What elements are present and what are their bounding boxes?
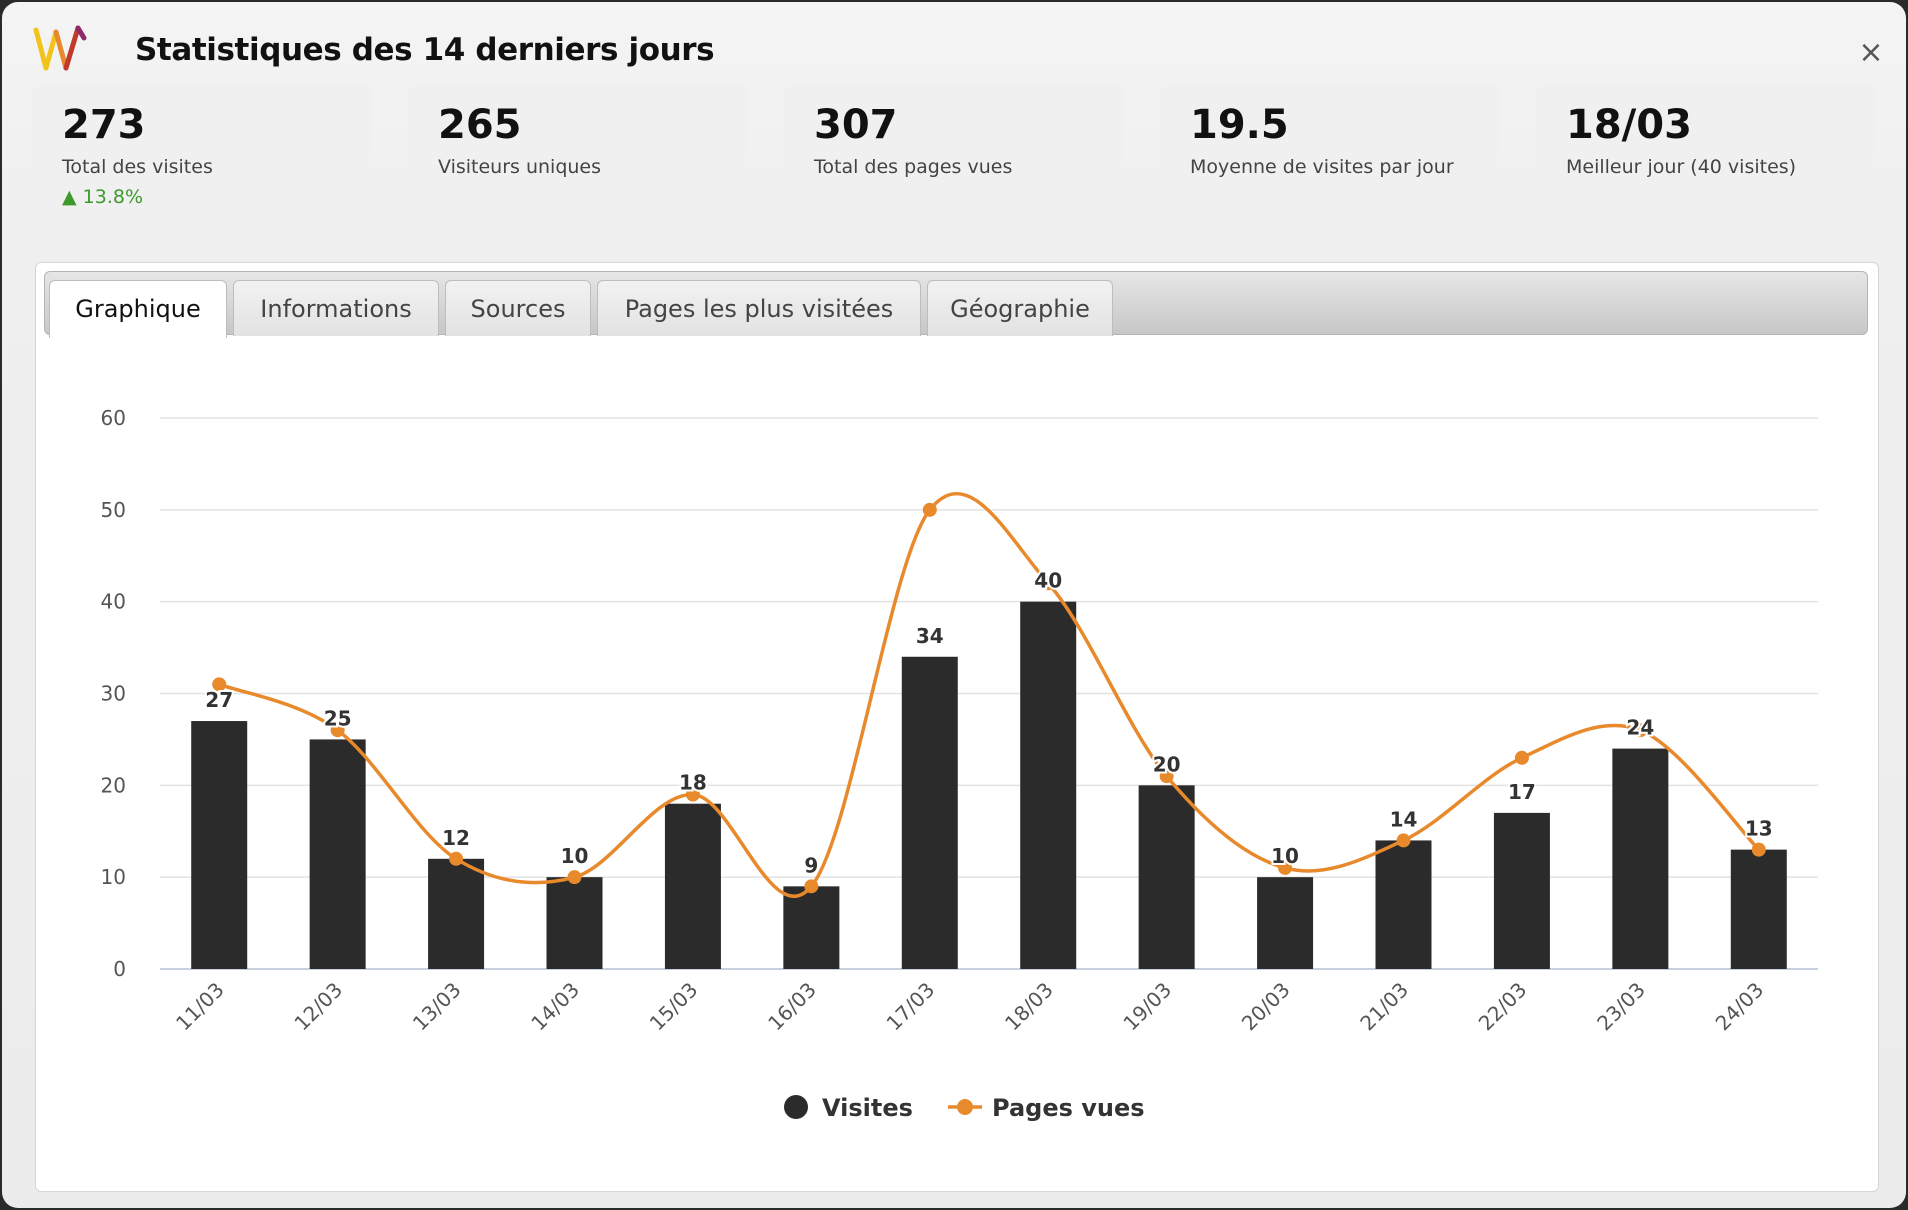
bar-visites — [1730, 849, 1787, 969]
x-tick-label: 16/03 — [763, 978, 821, 1036]
point-pages-vues — [1278, 860, 1293, 875]
x-tick-label: 17/03 — [882, 978, 940, 1036]
point-pages-vues — [1159, 769, 1174, 784]
data-label: 40 — [1034, 569, 1062, 593]
data-label: 20 — [1153, 752, 1181, 776]
point-pages-vues — [685, 787, 700, 802]
y-tick-label: 30 — [101, 682, 126, 706]
bar-visites — [901, 656, 958, 969]
data-label: 24 — [1626, 716, 1654, 740]
data-label: 12 — [442, 826, 470, 850]
stat-label: Total des visites — [62, 156, 213, 178]
point-pages-vues — [1751, 842, 1766, 857]
point-pages-vues — [212, 677, 227, 692]
tab-graphique[interactable]: Graphique — [49, 280, 227, 338]
bar-visites — [309, 739, 366, 969]
bar-visites — [1493, 812, 1550, 969]
stat-card-unique-visitors: 265 Visiteurs uniques — [408, 84, 748, 224]
bar-visites — [1612, 748, 1669, 969]
bar-visites — [191, 721, 248, 969]
w-logo-icon — [33, 25, 87, 71]
bar-visites — [1138, 785, 1195, 969]
tab-informations[interactable]: Informations — [233, 280, 439, 336]
point-pages-vues — [1514, 750, 1529, 765]
data-label: 9 — [804, 853, 818, 877]
bar-visites — [783, 886, 840, 969]
y-tick-label: 10 — [101, 865, 126, 889]
stat-value: 273 — [62, 102, 146, 148]
tab-bar: Graphique Informations Sources Pages les… — [44, 271, 1868, 338]
stat-card-best-day: 18/03 Meilleur jour (40 visites) — [1536, 84, 1876, 224]
tabs-panel: Graphique Informations Sources Pages les… — [35, 262, 1879, 1192]
x-tick-label: 19/03 — [1118, 978, 1176, 1036]
data-label: 10 — [561, 844, 589, 868]
data-label: 34 — [916, 624, 944, 648]
tab-top-pages[interactable]: Pages les plus visitées — [597, 280, 921, 336]
legend-label-pages-vues: Pages vues — [992, 1094, 1145, 1122]
bar-visites — [1375, 840, 1432, 969]
data-label: 14 — [1390, 807, 1418, 831]
data-label: 27 — [205, 688, 233, 712]
y-tick-label: 20 — [101, 773, 126, 797]
x-tick-label: 22/03 — [1474, 978, 1532, 1036]
bar-visites — [1020, 601, 1077, 969]
tab-geographie[interactable]: Géographie — [927, 280, 1113, 336]
stat-label: Moyenne de visites par jour — [1190, 156, 1454, 178]
legend-label-visites: Visites — [822, 1094, 913, 1122]
x-tick-label: 23/03 — [1592, 978, 1650, 1036]
stat-value: 19.5 — [1190, 102, 1289, 148]
y-tick-label: 50 — [101, 498, 126, 522]
x-tick-label: 21/03 — [1355, 978, 1413, 1036]
stat-card-total-visits: 273 Total des visites ▲ 13.8% — [32, 84, 372, 224]
x-tick-label: 11/03 — [171, 978, 229, 1036]
data-label: 10 — [1271, 844, 1299, 868]
point-pages-vues — [1041, 576, 1056, 591]
point-pages-vues — [804, 879, 819, 894]
bar-visites — [546, 877, 603, 969]
trend-indicator: ▲ 13.8% — [62, 186, 144, 208]
point-pages-vues — [1396, 833, 1411, 848]
data-label: 13 — [1745, 817, 1773, 841]
x-tick-label: 14/03 — [526, 978, 584, 1036]
y-tick-label: 0 — [113, 957, 126, 981]
stat-value: 18/03 — [1566, 102, 1692, 148]
x-tick-label: 24/03 — [1711, 978, 1769, 1036]
data-label: 25 — [324, 706, 352, 730]
stat-card-page-views: 307 Total des pages vues — [784, 84, 1124, 224]
bar-visites — [664, 803, 721, 969]
y-tick-label: 40 — [101, 590, 126, 614]
tab-sources[interactable]: Sources — [445, 280, 591, 336]
legend-marker-visites — [784, 1095, 808, 1119]
page-title: Statistiques des 14 derniers jours — [135, 32, 715, 68]
stat-value: 265 — [438, 102, 522, 148]
point-pages-vues — [922, 502, 937, 517]
x-tick-label: 15/03 — [645, 978, 703, 1036]
close-icon[interactable]: × — [1858, 35, 1884, 70]
stat-card-average-per-day: 19.5 Moyenne de visites par jour — [1160, 84, 1500, 224]
data-label: 18 — [679, 771, 707, 795]
point-pages-vues — [567, 870, 582, 885]
bar-visites — [428, 858, 485, 969]
x-tick-label: 13/03 — [408, 978, 466, 1036]
point-pages-vues — [449, 851, 464, 866]
point-pages-vues — [330, 723, 345, 738]
series-line-pages-vues — [218, 492, 1761, 898]
legend-marker-pages-vues — [957, 1099, 973, 1115]
stat-label: Visiteurs uniques — [438, 156, 602, 178]
stat-label: Total des pages vues — [814, 156, 1013, 178]
bar-visites — [1257, 877, 1314, 969]
data-label: 17 — [1508, 780, 1536, 804]
stat-label: Meilleur jour (40 visites) — [1566, 156, 1797, 178]
stat-value: 307 — [814, 102, 898, 148]
y-tick-label: 60 — [101, 406, 126, 430]
x-tick-label: 20/03 — [1237, 978, 1295, 1036]
visits-chart: 0 10 20 30 40 50 60 11/03 12/03 13/03 14/03 15/03 16… — [101, 406, 1818, 1122]
x-tick-label: 18/03 — [1000, 978, 1058, 1036]
point-pages-vues — [1633, 723, 1648, 738]
x-tick-label: 12/03 — [289, 978, 347, 1036]
